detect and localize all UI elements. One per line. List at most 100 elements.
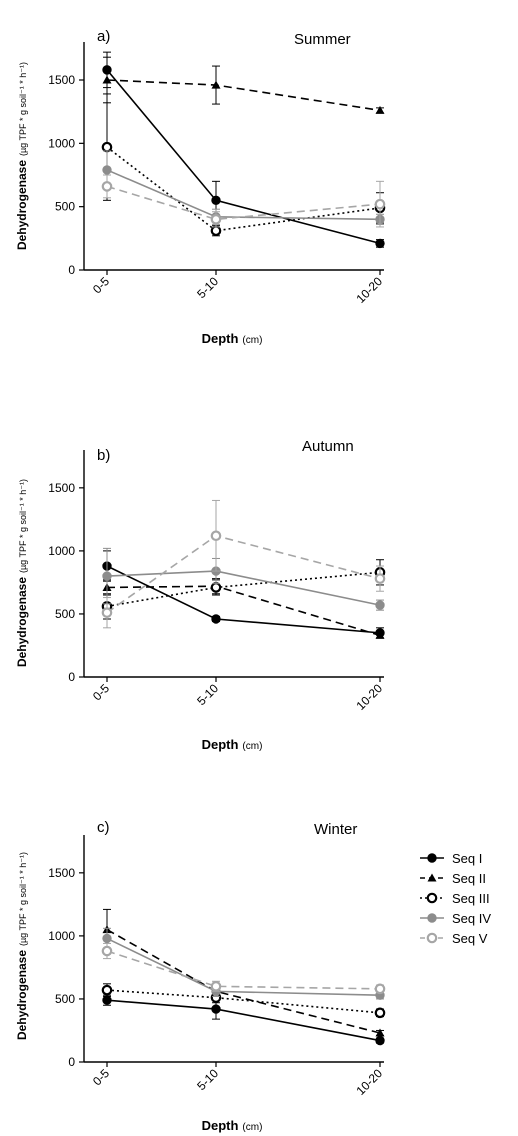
x-axis-unit-text: (cm) (242, 335, 262, 346)
y-tick-label: 0 (68, 263, 75, 277)
legend-label: Seq III (452, 891, 490, 906)
series-2 (103, 909, 385, 1036)
x-tick-label: 5-10 (194, 1066, 221, 1093)
series-4 (103, 151, 384, 224)
legend-item: Seq IV (420, 911, 491, 926)
legend-label: Seq V (452, 931, 488, 946)
y-axis-unit-text: (µg TPF * g soil⁻¹ * h⁻¹) (18, 62, 28, 156)
series-line (107, 938, 380, 995)
x-tick-label: 10-20 (354, 274, 386, 306)
x-tick-label: 0-5 (90, 274, 112, 296)
y-axis-unit-text: (µg TPF * g soil⁻¹ * h⁻¹) (18, 479, 28, 573)
data-point (376, 239, 384, 247)
x-axis-title: Depth (cm) (202, 1118, 263, 1133)
data-point (376, 106, 385, 114)
y-tick-label: 1500 (48, 73, 75, 87)
series-2 (103, 57, 385, 114)
y-tick-label: 500 (55, 607, 75, 621)
y-axis-unit-text: (µg TPF * g soil⁻¹ * h⁻¹) (18, 852, 28, 946)
legend-marker (428, 934, 436, 942)
data-point (212, 982, 220, 990)
x-tick-label: 10-20 (354, 681, 386, 713)
y-tick-label: 1000 (48, 544, 75, 558)
data-point (103, 947, 111, 955)
x-axis-title: Depth (cm) (202, 331, 263, 346)
x-tick-label: 10-20 (354, 1066, 386, 1098)
x-tick-label: 0-5 (90, 1066, 112, 1088)
series-1 (103, 995, 384, 1045)
data-point (376, 200, 384, 208)
series-line (107, 1000, 380, 1040)
data-point (212, 1005, 220, 1013)
y-axis-title-text: Dehydrogenase (15, 577, 29, 667)
x-tick-label: 5-10 (194, 274, 221, 301)
data-point (212, 215, 220, 223)
x-tick-label: 5-10 (194, 681, 221, 708)
legend-marker (428, 874, 437, 882)
chart-title: Summer (294, 31, 351, 48)
series-5 (103, 500, 384, 627)
legend-label: Seq IV (452, 911, 491, 926)
data-point (212, 532, 220, 540)
y-tick-label: 1000 (48, 136, 75, 150)
legend-item: Seq II (420, 871, 486, 886)
x-tick-label: 0-5 (90, 681, 112, 703)
series-4 (103, 548, 384, 610)
y-axis-title: Dehydrogenase (µg TPF * g soil⁻¹ * h⁻¹) (15, 852, 29, 1040)
legend-label: Seq II (452, 871, 486, 886)
y-tick-label: 500 (55, 992, 75, 1006)
legend-label: Seq I (452, 851, 482, 866)
legend-marker (428, 914, 436, 922)
chart-panel-winter: Dehydrogenase (µg TPF * g soil⁻¹ * h⁻¹) c… (15, 819, 385, 1133)
data-point (103, 166, 111, 174)
data-point (103, 934, 111, 942)
y-tick-label: 1000 (48, 929, 75, 943)
series-line (107, 170, 380, 219)
chart-title: Autumn (302, 438, 354, 455)
panel-label: b) (97, 447, 110, 464)
data-point (103, 608, 111, 616)
data-point (376, 1009, 384, 1017)
legend-marker (428, 894, 436, 902)
x-axis-title-text: Depth (202, 737, 239, 752)
data-point (103, 996, 111, 1004)
data-point (212, 227, 220, 235)
y-axis-title-text: Dehydrogenase (15, 950, 29, 1040)
data-point (103, 986, 111, 994)
data-point (376, 985, 384, 993)
y-tick-label: 0 (68, 670, 75, 684)
x-axis-unit-text: (cm) (242, 741, 262, 752)
data-point (103, 182, 111, 190)
legend-marker (428, 854, 436, 862)
legend-item: Seq III (420, 891, 490, 906)
data-point (212, 615, 220, 623)
x-axis-title-text: Depth (202, 1118, 239, 1133)
x-axis-title: Depth (cm) (202, 737, 263, 752)
data-point (103, 572, 111, 580)
data-point (103, 143, 111, 151)
data-point (376, 601, 384, 609)
legend: Seq I Seq II Seq III Seq IV Seq V (420, 851, 491, 946)
series-line (107, 586, 380, 635)
panel-label: c) (97, 819, 110, 836)
data-point (376, 574, 384, 582)
series-line (107, 951, 380, 989)
y-tick-label: 0 (68, 1055, 75, 1069)
series-line (107, 80, 380, 110)
y-axis-title-text: Dehydrogenase (15, 160, 29, 250)
y-tick-label: 500 (55, 200, 75, 214)
data-point (212, 583, 220, 591)
y-axis-title: Dehydrogenase (µg TPF * g soil⁻¹ * h⁻¹) (15, 479, 29, 667)
series-line (107, 930, 380, 1033)
chart-panel-summer: Dehydrogenase (µg TPF * g soil⁻¹ * h⁻¹) a… (15, 28, 385, 346)
y-tick-label: 1500 (48, 481, 75, 495)
panel-label: a) (97, 28, 110, 45)
data-point (212, 196, 220, 204)
chart-panel-autumn: Dehydrogenase (µg TPF * g soil⁻¹ * h⁻¹) b… (15, 438, 385, 752)
x-axis-unit-text: (cm) (242, 1122, 262, 1133)
legend-item: Seq V (420, 931, 488, 946)
y-tick-label: 1500 (48, 866, 75, 880)
legend-item: Seq I (420, 851, 482, 866)
chart-title: Winter (314, 821, 357, 838)
